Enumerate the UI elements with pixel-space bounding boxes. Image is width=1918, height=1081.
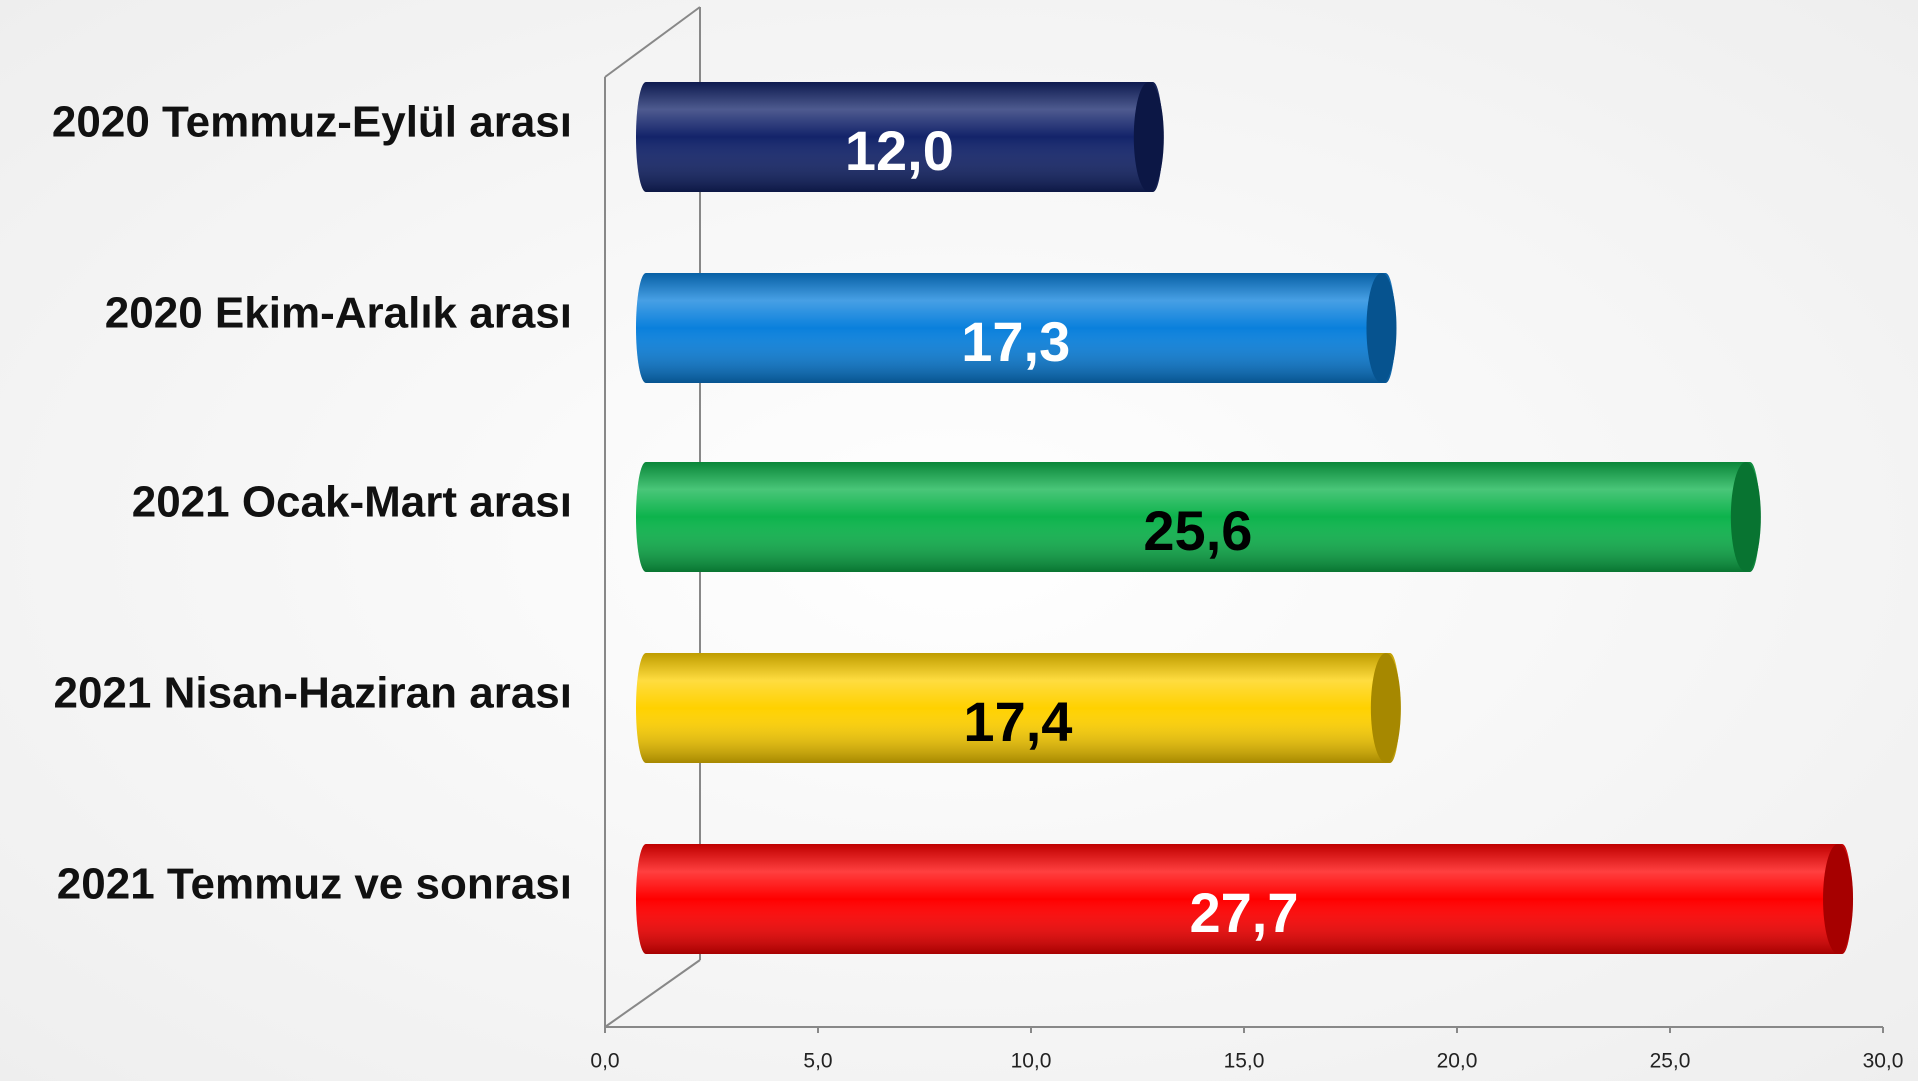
bar-cap-shade — [1366, 273, 1396, 383]
x-tick-label: 5,0 — [803, 1050, 832, 1073]
value-label: 17,4 — [963, 690, 1072, 753]
value-label: 12,0 — [845, 119, 954, 182]
category-label: 2021 Nisan-Haziran arası — [53, 669, 572, 718]
bar-cap-shade — [1731, 462, 1761, 572]
chart: 0,0 5,0 10,0 15,0 20,0 25,0 30,0 2020 Temmuz-Ey… — [0, 0, 1918, 1081]
category-label: 2020 Ekim-Aralık arası — [105, 289, 572, 338]
x-tick-label: 10,0 — [1011, 1050, 1052, 1073]
value-label: 17,3 — [961, 310, 1070, 373]
x-tick-label: 25,0 — [1650, 1050, 1691, 1073]
bar-cap-shade — [1134, 82, 1164, 192]
x-tick-label: 0,0 — [590, 1050, 619, 1073]
bar-cap-shade — [1371, 653, 1401, 763]
category-label: 2021 Temmuz ve sonrası — [57, 860, 572, 909]
x-tick-label: 15,0 — [1224, 1050, 1265, 1073]
x-tick-label: 30,0 — [1863, 1050, 1904, 1073]
category-label: 2020 Temmuz-Eylül arası — [52, 98, 572, 147]
x-tick-label: 20,0 — [1437, 1050, 1478, 1073]
category-label: 2021 Ocak-Mart arası — [132, 478, 572, 527]
value-label: 27,7 — [1190, 881, 1299, 944]
bar-cap-shade — [1823, 844, 1853, 954]
value-label: 25,6 — [1143, 499, 1252, 562]
